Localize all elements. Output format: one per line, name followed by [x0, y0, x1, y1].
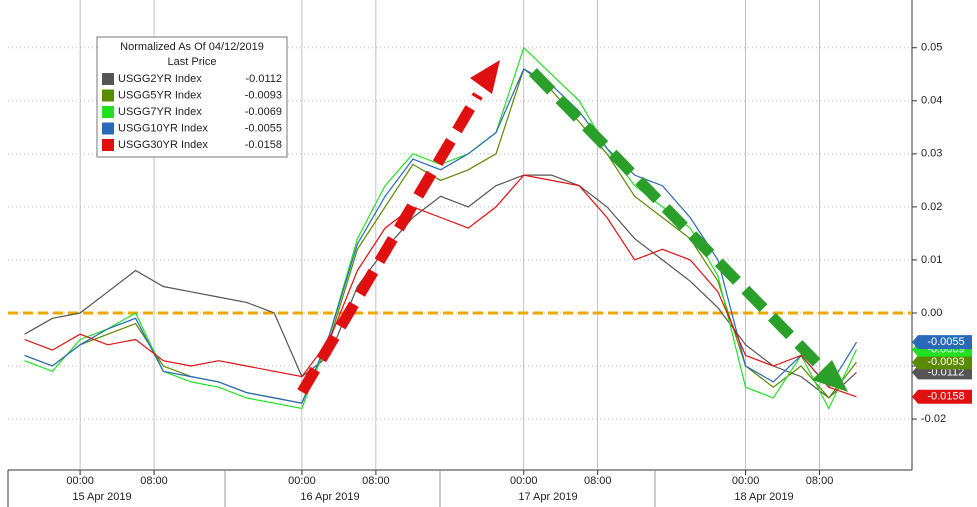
last-price-label: -0.0055: [927, 336, 964, 348]
last-price-label: -0.0158: [927, 391, 964, 403]
legend-label: USGG10YR Index: [118, 122, 208, 134]
legend-swatch: [102, 89, 114, 102]
series-line: [24, 174, 857, 398]
x-tick-label: 08:00: [140, 475, 168, 487]
y-tick-label: 0.00: [921, 307, 942, 319]
last-price-tag: [912, 389, 972, 404]
legend-label: USGG7YR Index: [118, 106, 202, 118]
down-arrow-head: [812, 360, 848, 392]
x-tick-label: 00:00: [288, 475, 316, 487]
x-tick-label: 00:00: [732, 475, 760, 487]
date-label: 18 Apr 2019: [734, 491, 793, 503]
legend-label: USGG30YR Index: [118, 139, 208, 151]
date-label: 16 Apr 2019: [300, 491, 359, 503]
series-line: [24, 174, 857, 399]
legend-value: -0.0069: [245, 106, 282, 118]
y-tick-label: 0.03: [921, 148, 942, 160]
x-tick-label: 00:00: [66, 475, 94, 487]
legend-box: [96, 36, 288, 158]
x-tick-label: 08:00: [584, 475, 612, 487]
legend-value: -0.0112: [246, 73, 283, 85]
last-price-tag: [912, 355, 972, 370]
legend-value: -0.0055: [245, 122, 282, 134]
y-tick-label: 0.02: [921, 201, 942, 213]
series-line: [24, 68, 857, 404]
legend-label: USGG5YR Index: [118, 89, 202, 101]
arrows: [297, 60, 848, 395]
last-price-tag: [912, 335, 972, 350]
y-tick-label: 0.01: [921, 254, 942, 266]
legend-swatch: [102, 139, 114, 151]
x-tick-label: 08:00: [362, 475, 390, 487]
legend-swatch: [102, 106, 114, 118]
legend-label: USGG2YR Index: [118, 73, 202, 85]
date-label: 17 Apr 2019: [518, 491, 577, 503]
last-price-label: -0.0093: [927, 356, 964, 368]
y-tick-label: -0.02: [921, 413, 946, 425]
legend-swatch: [102, 73, 114, 85]
legend: Normalized As Of 04/12/2019 Last Price U…: [96, 36, 288, 158]
legend-value: -0.0093: [245, 89, 282, 101]
up-arrow: [297, 92, 483, 395]
y-tick-label: 0.05: [921, 42, 942, 54]
legend-value: -0.0158: [245, 139, 282, 151]
legend-title: Normalized As Of 04/12/2019: [120, 41, 264, 53]
up-arrow-head: [470, 60, 500, 94]
legend-subtitle: Last Price: [168, 56, 217, 68]
date-label: 15 Apr 2019: [72, 491, 131, 503]
x-tick-label: 08:00: [806, 475, 834, 487]
down-arrow: [529, 68, 824, 370]
legend-swatch: [102, 122, 114, 135]
series-line: [24, 68, 858, 404]
x-tick-label: 00:00: [510, 475, 538, 487]
y-tick-label: 0.04: [921, 95, 942, 107]
